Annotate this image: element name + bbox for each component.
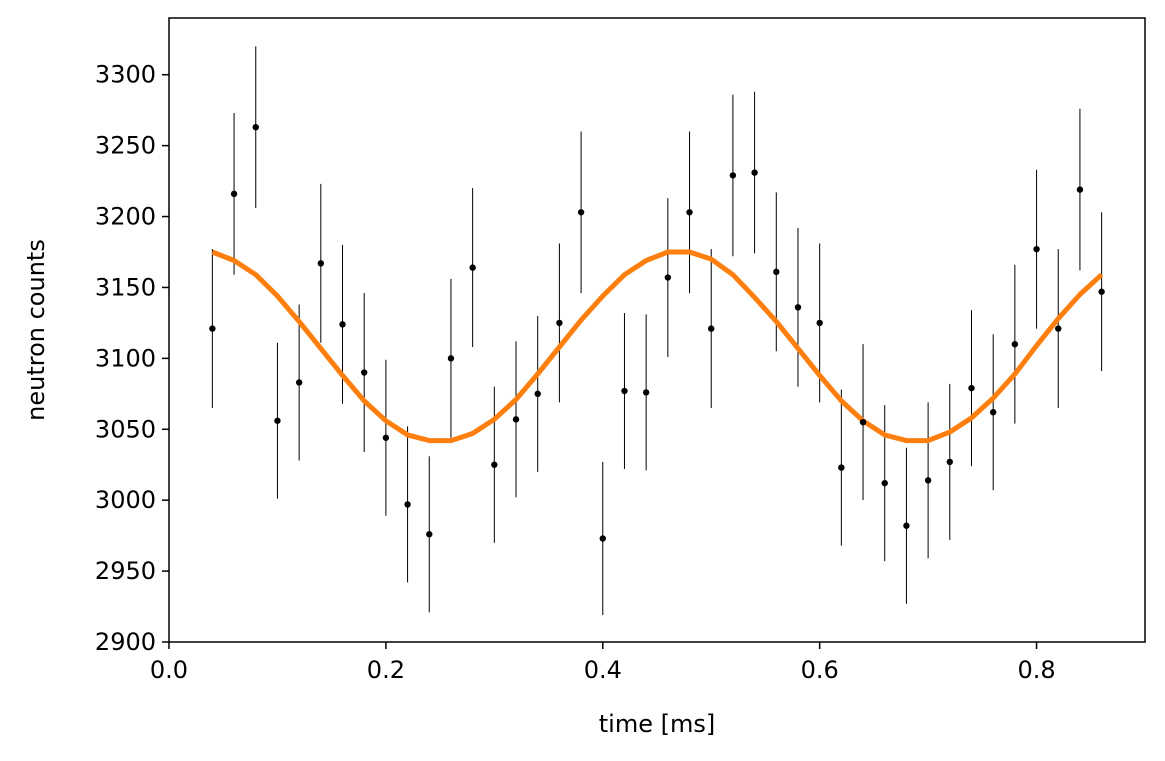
data-point [534,390,541,398]
data-point [816,319,823,327]
data-point [426,531,433,538]
y-tick-label: 3050 [95,415,156,443]
data-point [642,389,650,396]
y-tick-label: 3300 [95,61,156,89]
data-point [469,264,476,271]
x-tick-label: 0.2 [367,656,405,684]
fit-curve [211,249,1104,444]
data-point [1055,325,1062,332]
data-point [274,417,281,424]
data-point [599,535,606,542]
data-point [447,355,455,362]
data-point [924,477,932,484]
y-tick-label: 3250 [95,132,156,160]
y-axis-label: neutron counts [22,239,50,421]
data-point [989,409,997,416]
x-tick-label: 0.0 [150,656,188,684]
data-point [339,321,346,328]
data-point [751,169,758,176]
data-point [361,369,368,376]
data-point [512,416,520,423]
x-tick-label: 0.6 [801,656,839,684]
x-tick-label: 0.8 [1017,656,1055,684]
data-point [881,479,888,487]
y-tick-label: 2900 [95,628,156,656]
data-point [838,464,845,471]
x-axis-label: time [ms] [599,710,715,738]
plot-frame [168,17,1146,643]
data-point [621,387,628,395]
data-point [491,461,498,468]
data-point [1011,340,1019,348]
y-tick-label: 3100 [95,344,156,372]
y-tick-label: 3000 [95,486,156,514]
data-point [729,172,737,179]
y-axis: 2900 2950 3000 3050 3100 3150 3200 3250 3300 [95,61,169,656]
data-point [252,124,259,131]
data-point [556,319,563,327]
data-point [1098,288,1105,295]
data-point [773,268,780,276]
y-tick-label: 2950 [95,557,156,585]
y-tick-label: 3150 [95,273,156,301]
data-point [295,379,303,386]
data-point [794,304,802,311]
data-point [209,325,216,332]
data-point [946,458,953,466]
data-point [577,209,585,216]
data-point [859,418,867,426]
data-point [230,190,238,198]
x-axis: 0.0 0.2 0.4 0.6 0.8 [150,642,1056,684]
data-point [708,325,715,332]
data-point [968,384,975,392]
data-point [686,209,693,216]
y-tick-label: 3200 [95,203,156,231]
data-point [382,434,390,441]
plot-marks [209,46,1105,616]
data-point [664,274,672,281]
data-point [903,522,910,529]
data-point [404,501,411,508]
data-point [317,260,325,267]
data-point [1033,245,1040,253]
x-tick-label: 0.4 [584,656,622,684]
data-point [1076,186,1084,193]
